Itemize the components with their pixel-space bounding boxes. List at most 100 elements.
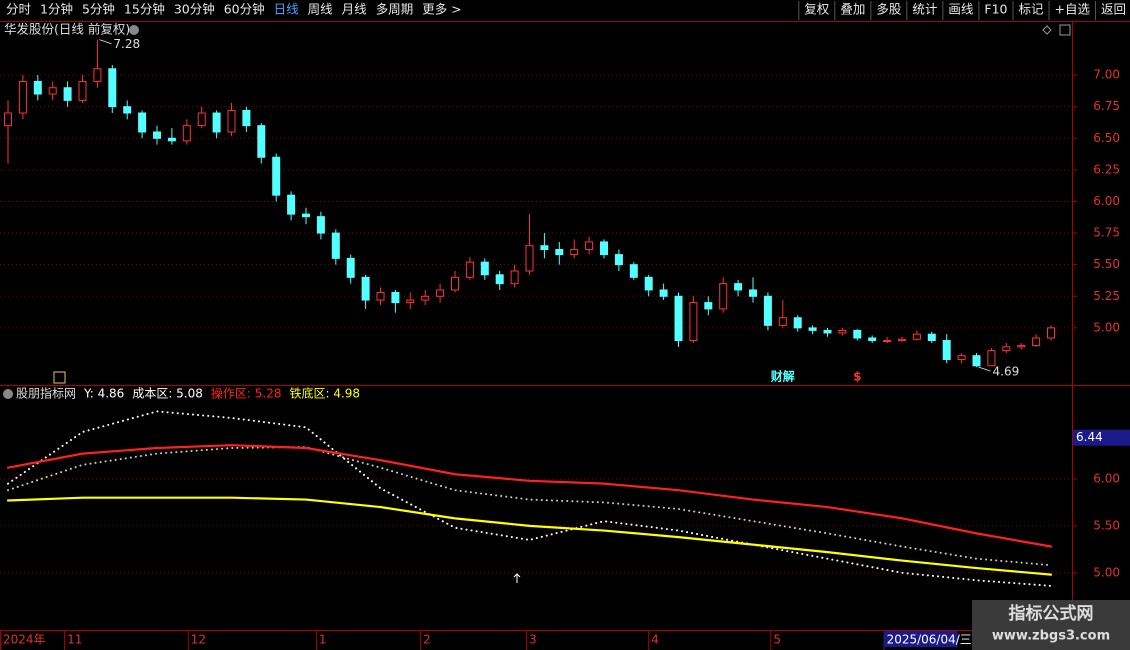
y-tick-label: 6.00: [1093, 194, 1120, 208]
y-tick-label: 5.25: [1093, 289, 1120, 303]
y-tick-label: 6.75: [1093, 99, 1120, 113]
candle-body: [614, 254, 623, 266]
indicator-line: [7, 410, 1052, 587]
icon: [53, 371, 66, 384]
candle-body: [212, 112, 221, 133]
y-tick-label: 5.00: [1093, 320, 1120, 334]
candle-body: [942, 340, 951, 360]
candle-body: [704, 302, 713, 310]
candle-body: [123, 106, 132, 114]
dropdown-icon[interactable]: [3, 389, 13, 399]
indicator-line: [6, 496, 1053, 576]
candle-body: [376, 291, 385, 301]
toolbar-button[interactable]: F10: [984, 2, 1007, 17]
candle-body: [242, 109, 251, 127]
candle-body: [838, 329, 847, 334]
y-tick-label: 6.50: [1093, 131, 1120, 145]
toolbar-button[interactable]: +自选: [1055, 2, 1091, 17]
legend-entry: Y: 4.86: [83, 387, 124, 401]
candle-body: [495, 274, 504, 285]
candle-body: [1047, 327, 1055, 339]
candle-body: [853, 329, 862, 339]
candle-body: [4, 112, 12, 127]
dropdown-icon[interactable]: [129, 25, 139, 35]
candle-body: [1032, 337, 1041, 347]
value-box: [1073, 429, 1130, 446]
toolbar-button[interactable]: 30分钟: [174, 2, 215, 17]
candle-body: [331, 232, 340, 259]
toolbar-button[interactable]: 多股: [876, 2, 902, 17]
candle-body: [674, 295, 683, 342]
candle-body: [898, 338, 906, 342]
candle-body: [78, 80, 87, 101]
candle-body: [451, 276, 459, 291]
candle-body: [361, 276, 370, 301]
candle-body: [108, 68, 117, 108]
candle-body: [927, 333, 936, 342]
indicator-title: 股朋指标网: [16, 386, 76, 401]
x-tick-label: 5: [773, 633, 781, 647]
candle-body: [272, 156, 281, 196]
candle-body: [465, 261, 474, 278]
toolbar-button[interactable]: 多周期: [376, 2, 414, 17]
value-box-label: 6.44: [1076, 430, 1103, 444]
arrow-icon: [513, 573, 521, 583]
candle-body: [689, 302, 698, 342]
candle-body: [227, 109, 236, 133]
candle-body: [659, 289, 668, 297]
candle-body: [644, 276, 653, 291]
annotation-leader: [978, 366, 991, 372]
candle-body: [585, 241, 594, 251]
candle-body: [48, 87, 57, 95]
toolbar-button[interactable]: 60分钟: [224, 2, 265, 17]
icon[interactable]: [1059, 24, 1071, 36]
icon[interactable]: [1042, 25, 1052, 35]
toolbar-button[interactable]: 更多 >: [422, 2, 461, 17]
toolbar-button[interactable]: 叠加: [840, 2, 865, 17]
candle-body: [972, 355, 981, 367]
candle-body: [719, 283, 728, 310]
candle-body: [63, 87, 72, 101]
candle-body: [167, 137, 176, 142]
toolbar-button[interactable]: 月线: [342, 2, 368, 17]
candle-body: [1002, 346, 1011, 352]
candle-body: [316, 216, 325, 234]
candle-body: [734, 283, 743, 291]
watermark-box: [972, 600, 1130, 650]
y-tick-label: 5.00: [1093, 565, 1120, 579]
candle-body: [987, 350, 996, 367]
candle-body: [197, 112, 206, 127]
toolbar-button[interactable]: 返回: [1101, 2, 1126, 17]
candle-body: [629, 264, 638, 278]
candle-body: [957, 355, 966, 360]
candle-body: [763, 295, 772, 326]
toolbar-button[interactable]: 日线: [274, 2, 300, 17]
x-tick-label: 2: [423, 633, 431, 647]
indicator-line: [6, 444, 1053, 548]
candle-body: [153, 131, 161, 139]
toolbar-button[interactable]: 标记: [1018, 2, 1044, 17]
candle-body: [749, 289, 757, 297]
toolbar-button[interactable]: 15分钟: [124, 2, 165, 17]
toolbar-button[interactable]: 统计: [912, 2, 937, 17]
toolbar-button[interactable]: 复权: [804, 2, 830, 17]
candle-body: [182, 125, 191, 142]
candle-body: [33, 80, 42, 95]
candle-body: [912, 333, 921, 340]
candle-body: [93, 68, 102, 82]
annotation-label: 7.28: [113, 37, 140, 51]
toolbar-button[interactable]: 5分钟: [82, 2, 115, 17]
toolbar-button[interactable]: 画线: [948, 2, 974, 17]
signal-marker: 财解: [770, 369, 795, 384]
y-tick-label: 5.50: [1093, 257, 1120, 271]
candle-body: [883, 340, 892, 343]
candle-body: [391, 291, 400, 304]
toolbar-button[interactable]: 1分钟: [40, 2, 73, 17]
candle-body: [480, 261, 489, 276]
candle-body: [18, 80, 27, 114]
toolbar-button[interactable]: 周线: [308, 2, 334, 17]
toolbar-button[interactable]: 分时: [6, 2, 32, 17]
candle-body: [793, 317, 802, 329]
signal-marker: $: [853, 370, 861, 384]
